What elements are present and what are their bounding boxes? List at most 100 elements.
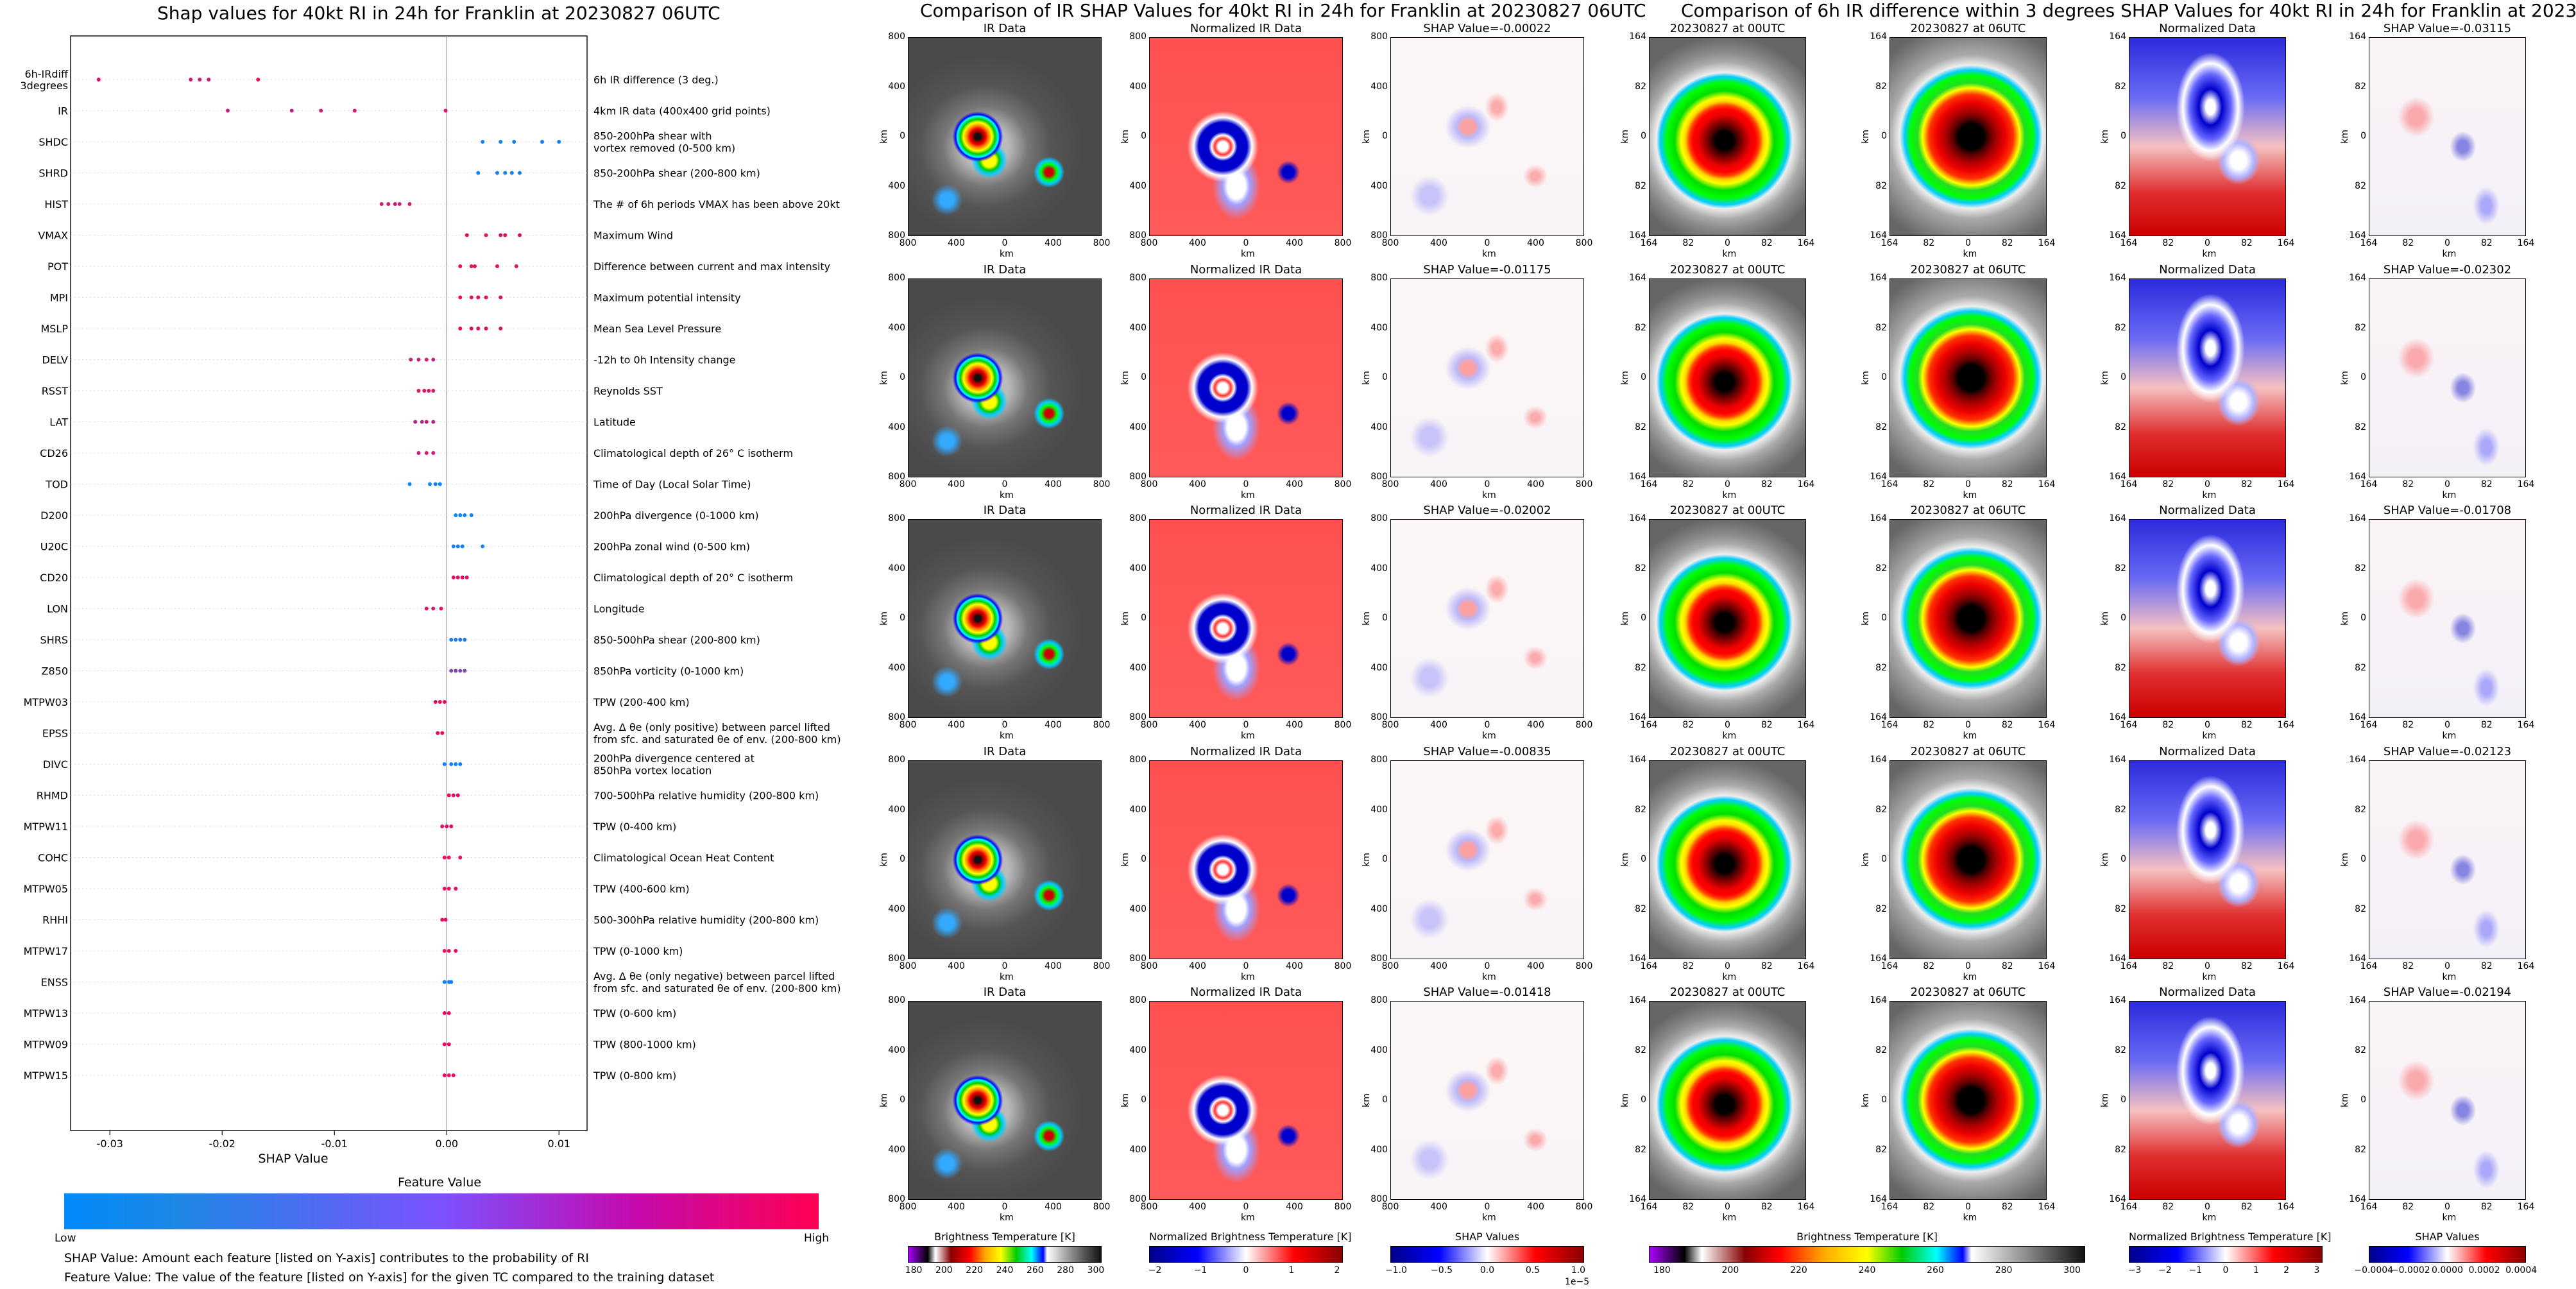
x-tick-label: 400	[1286, 720, 1303, 730]
feature-description: Maximum potential intensity	[593, 292, 741, 304]
y-tick-label: 164	[2109, 273, 2126, 283]
feature-name: MTPW17	[24, 945, 68, 957]
x-tick-label: 800	[1334, 238, 1352, 248]
x-tick-label: -0.02	[209, 1138, 235, 1150]
feature-name: POT	[47, 260, 68, 273]
y-tick-label: 0	[900, 372, 905, 382]
feature-name: HIST	[44, 198, 68, 210]
shap-point	[469, 295, 473, 300]
shap-point	[465, 576, 469, 579]
shap-point	[397, 202, 402, 206]
panel-title: Normalized Data	[2159, 22, 2256, 35]
shap-point	[352, 108, 357, 113]
feature-description: 200hPa divergence (0-1000 km)	[593, 509, 759, 522]
y-tick-label: 0	[1881, 613, 1887, 623]
y-tick-label: 82	[1635, 903, 1646, 914]
feature-description: 4km IR data (400x400 grid points)	[593, 105, 771, 117]
shap-point	[463, 513, 467, 517]
y-axis-label: km	[1361, 611, 1372, 626]
y-axis-label: km	[2339, 611, 2350, 626]
feature-name: MTPW09	[24, 1039, 68, 1051]
y-tick-label: 400	[1129, 563, 1147, 574]
shap-point	[499, 295, 503, 300]
x-tick-label: 82	[1923, 479, 1935, 490]
panel-title: 20230827 at 06UTC	[1910, 504, 2026, 517]
colorbar-tick-label: 3	[2314, 1265, 2320, 1276]
feature-description: Reynolds SST	[593, 385, 663, 397]
y-tick-label: 82	[1875, 903, 1887, 914]
x-tick-label: 82	[2240, 479, 2253, 490]
feature-description: Avg. Δ θe (only positive) between parcel…	[593, 721, 830, 733]
x-tick-label: 164	[2120, 720, 2138, 730]
y-tick-label: 164	[1870, 755, 1887, 765]
feature-name: SHRS	[40, 634, 68, 646]
x-tick-label: 800	[899, 479, 917, 490]
y-axis-label: km	[878, 611, 889, 626]
x-tick-label: 800	[1093, 479, 1111, 490]
y-tick-label: 0	[900, 1095, 905, 1105]
x-tick-label: 800	[1093, 1202, 1111, 1212]
x-tick-label: 0	[2205, 1202, 2210, 1212]
shap-point	[503, 233, 508, 237]
x-tick-label: 164	[2360, 479, 2378, 490]
x-tick-label: 164	[2120, 1202, 2138, 1212]
shap-point	[443, 108, 448, 113]
y-tick-label: 164	[1629, 513, 1646, 524]
y-tick-label: 82	[1875, 1045, 1887, 1055]
shap-point	[427, 389, 431, 393]
y-tick-label: 164	[2109, 230, 2126, 241]
x-tick-label: 82	[2480, 1202, 2493, 1212]
y-tick-label: 82	[2115, 180, 2126, 191]
feature-description: Maximum Wind	[593, 230, 673, 242]
x-tick-label: 0	[1002, 1202, 1008, 1212]
y-axis-label: km	[1860, 1093, 1871, 1107]
shap-point	[495, 264, 499, 268]
image-panel	[2129, 1001, 2286, 1200]
y-tick-label: 164	[1629, 273, 1646, 283]
colorbar-tick-label: 1	[1288, 1265, 1295, 1276]
feature-description: -12h to 0h Intensity change	[593, 354, 736, 366]
y-tick-label: 164	[2349, 472, 2366, 482]
shap-point	[428, 482, 432, 486]
shap-point	[456, 576, 460, 579]
shap-point	[440, 731, 445, 735]
colorbar-tick-label: −1	[2188, 1265, 2202, 1276]
x-tick-label: 0	[1725, 720, 1730, 730]
x-tick-label: 800	[1575, 479, 1593, 490]
y-tick-label: 82	[1635, 81, 1646, 92]
shap-point	[454, 638, 458, 642]
colorbar-tick-label: 0.0002	[2468, 1265, 2500, 1276]
shap-point	[438, 482, 442, 486]
feature-description: TPW (0-600 km)	[593, 1007, 676, 1020]
y-tick-label: 400	[888, 1045, 905, 1055]
feature-description: Climatological Ocean Heat Content	[593, 852, 774, 864]
shap-point	[207, 78, 211, 81]
y-tick-label: 82	[1875, 81, 1887, 92]
y-tick-label: 164	[1870, 712, 1887, 722]
shap-point	[407, 202, 412, 206]
x-axis-label: km	[1000, 249, 1014, 259]
colorbar-tick-label: −2	[1148, 1265, 1162, 1276]
y-axis-label: km	[1361, 853, 1372, 867]
colorbar-tick-label: −1.0	[1385, 1265, 1408, 1276]
y-tick-label: 0	[1641, 372, 1646, 382]
feature-name: COHC	[38, 852, 68, 864]
x-tick-label: 0	[1243, 479, 1249, 490]
shap-point	[420, 420, 424, 424]
shap-point	[289, 108, 294, 113]
y-axis-label: km	[1619, 371, 1630, 385]
image-panel	[1649, 278, 1806, 477]
feature-name: LON	[47, 603, 68, 615]
feature-name: MTPW11	[24, 821, 68, 833]
x-tick-label: 0	[2444, 961, 2450, 971]
x-axis-label: km	[1000, 490, 1014, 500]
x-axis-label: km	[2202, 731, 2217, 741]
y-tick-label: 0	[1881, 1095, 1887, 1105]
y-tick-label: 800	[888, 472, 905, 482]
y-axis-label: km	[878, 371, 889, 385]
y-tick-label: 800	[1370, 755, 1388, 765]
image-panel	[2129, 37, 2286, 236]
x-axis-label: km	[1722, 731, 1737, 741]
x-tick-label: 800	[1575, 238, 1593, 248]
x-tick-label: 82	[2162, 1202, 2174, 1212]
